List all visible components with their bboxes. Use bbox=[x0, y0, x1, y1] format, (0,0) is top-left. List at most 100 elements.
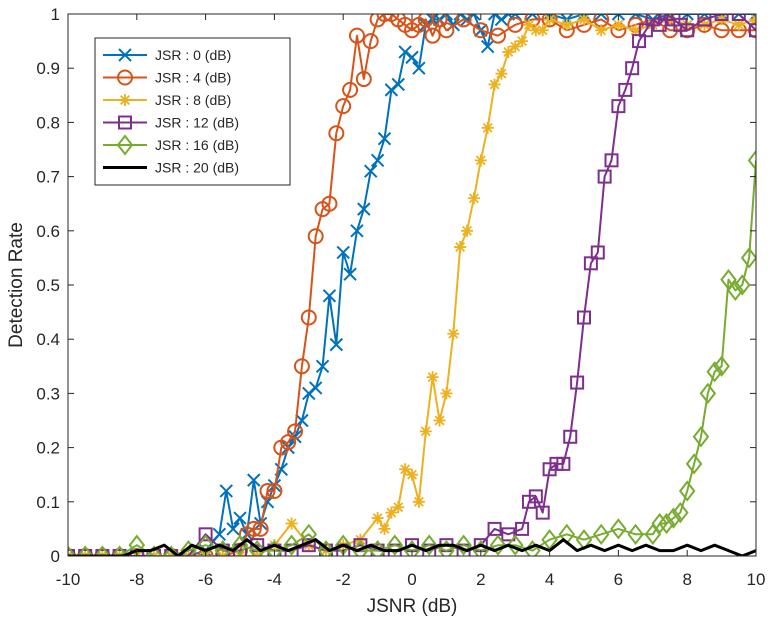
series-2-point bbox=[362, 33, 379, 50]
series-4-point bbox=[590, 245, 605, 260]
legend-item: JSR : 20 (dB) bbox=[103, 160, 239, 176]
series-5-point bbox=[685, 453, 703, 475]
series-1-point bbox=[212, 527, 227, 542]
series-5-point bbox=[489, 534, 507, 556]
series-3-point bbox=[399, 463, 412, 476]
legend-item: JSR : 8 (dB) bbox=[103, 92, 231, 108]
series-6 bbox=[68, 538, 756, 556]
series-4-point bbox=[528, 489, 543, 504]
series-2-point bbox=[376, 14, 393, 22]
y-tick-label: 0.4 bbox=[36, 330, 60, 349]
x-tick-label: 0 bbox=[407, 570, 416, 589]
series-5-point bbox=[665, 507, 682, 529]
y-tick-label: 0.5 bbox=[36, 276, 60, 295]
series-2-point bbox=[328, 125, 345, 142]
series-2-point bbox=[245, 520, 262, 537]
series-5-point bbox=[692, 426, 710, 448]
series-1-point bbox=[315, 359, 330, 374]
series-5-point bbox=[68, 545, 77, 556]
series-5-point bbox=[180, 539, 197, 556]
legend-label: JSR : 4 (dB) bbox=[155, 70, 231, 86]
legend-marker bbox=[117, 69, 133, 86]
legend-label: JSR : 8 (dB) bbox=[155, 92, 231, 108]
series-2-point bbox=[293, 358, 310, 375]
series-3-point bbox=[371, 512, 384, 525]
series-3-point bbox=[488, 78, 501, 91]
series-5-point bbox=[733, 274, 751, 296]
x-tick-label: 4 bbox=[545, 570, 554, 589]
legend-item: JSR : 16 (dB) bbox=[103, 134, 239, 156]
series-4-point bbox=[714, 14, 729, 21]
series-3-point bbox=[516, 35, 529, 48]
series-4-point bbox=[556, 456, 571, 471]
x-tick-label: -2 bbox=[336, 570, 351, 589]
y-tick-label: 0.6 bbox=[36, 222, 60, 241]
series-5-point bbox=[455, 534, 472, 556]
x-tick-label: -4 bbox=[267, 570, 282, 589]
series-3-point bbox=[392, 501, 405, 514]
series-4-point bbox=[680, 23, 695, 38]
series-3-point bbox=[467, 192, 480, 205]
series-4-point bbox=[731, 14, 746, 21]
series-1-point bbox=[370, 153, 385, 168]
series-3-point bbox=[285, 517, 298, 530]
x-tick-label: 8 bbox=[682, 570, 691, 589]
series-2-point bbox=[342, 81, 359, 98]
legend-label: JSR : 12 (dB) bbox=[155, 115, 239, 131]
series-3-point bbox=[612, 18, 625, 31]
series-3-point bbox=[509, 40, 522, 53]
series-2-point bbox=[490, 27, 506, 44]
series-layer bbox=[68, 14, 756, 556]
y-tick-label: 1 bbox=[51, 5, 60, 24]
series-1-point bbox=[542, 14, 557, 21]
series-3-point bbox=[578, 14, 590, 26]
legend-marker bbox=[118, 48, 132, 62]
series-1-point bbox=[288, 430, 302, 444]
series-1-point bbox=[749, 14, 756, 21]
series-3-point bbox=[406, 468, 418, 481]
series-5-point bbox=[658, 512, 675, 535]
series-2-point bbox=[424, 27, 441, 44]
series-4-point bbox=[604, 153, 619, 168]
legend-marker bbox=[118, 115, 132, 130]
series-4-point bbox=[535, 505, 550, 520]
series-5-point bbox=[420, 534, 438, 556]
series-4-point bbox=[570, 375, 585, 390]
series-4-point bbox=[749, 23, 756, 38]
series-5-point bbox=[145, 545, 163, 556]
series-1-point bbox=[391, 77, 405, 92]
series-1-point bbox=[219, 484, 233, 498]
series-5-point bbox=[672, 502, 689, 524]
series-4-point bbox=[112, 549, 127, 556]
series-1-point bbox=[611, 14, 626, 21]
series-5-point bbox=[678, 480, 696, 502]
series-1-point bbox=[714, 14, 729, 21]
x-tick-label: -6 bbox=[198, 570, 213, 589]
y-tick-label: 0.8 bbox=[36, 113, 60, 132]
series-2-point bbox=[355, 71, 372, 88]
series-1-point bbox=[494, 14, 509, 27]
series-1-point bbox=[302, 386, 316, 401]
series-4-point bbox=[78, 549, 93, 556]
y-axis-label: Detection Rate bbox=[6, 222, 27, 348]
series-5-point bbox=[747, 149, 756, 171]
series-1-point bbox=[308, 381, 323, 395]
series-4-point bbox=[611, 99, 626, 114]
legend-box bbox=[94, 37, 291, 186]
legend-label: JSR : 16 (dB) bbox=[155, 137, 239, 153]
series-2-point bbox=[335, 98, 352, 115]
series-5-point bbox=[740, 247, 756, 269]
x-axis-label: JSNR (dB) bbox=[367, 596, 458, 617]
series-2-point bbox=[369, 14, 386, 28]
series-3-point bbox=[732, 18, 745, 31]
series-5-point bbox=[720, 268, 737, 291]
series-2-point bbox=[266, 482, 283, 499]
x-tick-label: -8 bbox=[129, 570, 144, 589]
series-2-point bbox=[541, 14, 558, 28]
series-1-point bbox=[247, 473, 261, 487]
legend-label: JSR : 0 (dB) bbox=[155, 47, 231, 63]
series-5-point bbox=[438, 539, 455, 556]
legend: JSR : 0 (dB) JSR : 4 (dB) JSR : 8 (dB) JSR … bbox=[94, 37, 291, 186]
y-tick-label: 0.1 bbox=[36, 493, 60, 512]
series-1-point bbox=[377, 131, 392, 146]
